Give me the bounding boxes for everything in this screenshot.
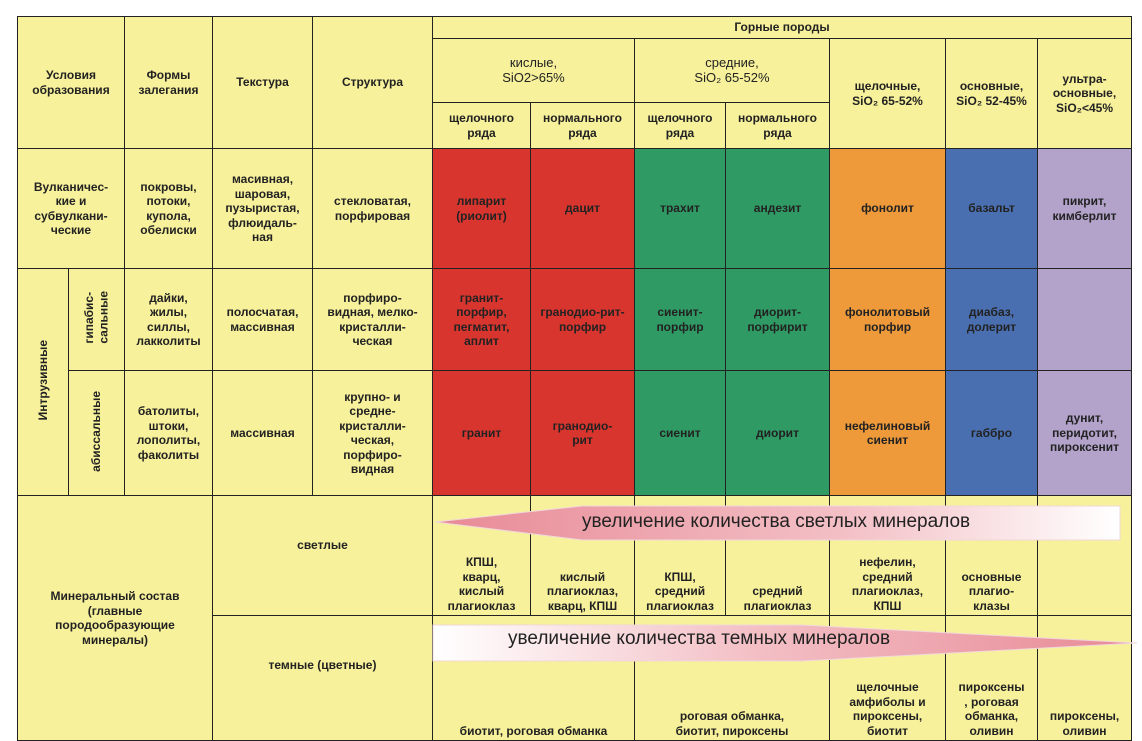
hypabyssal-structure: порфиро- видная, мелко- кристалли- ческа…	[312, 268, 433, 371]
light-minerals-label: светлые	[212, 495, 433, 616]
rock-nepheline-syenite: нефелиновый сиенит	[829, 370, 946, 496]
rock-diorite: диорит	[725, 370, 830, 496]
light-arrow-text: увеличение количества светлых минералов	[582, 511, 971, 532]
dark-minerals-ultrabasic: пироксены, оливин	[1037, 615, 1132, 741]
hypabyssal-texture: полосчатая, массивная	[212, 268, 313, 371]
dark-arrow-shape	[432, 624, 1138, 662]
rock-granite-porphyry: гранит- порфир, пегматит, аплит	[432, 268, 531, 371]
mineral-composition-label: Минеральный состав (главные породообразу…	[17, 495, 213, 741]
hypabyssal-cell: гипабис- сальные	[68, 268, 125, 371]
rock-granite: гранит	[432, 370, 531, 496]
rock-trachyte: трахит	[634, 148, 726, 269]
rock-phonolite-porphyry: фонолитовый порфир	[829, 268, 946, 371]
header-conditions: Условия образования	[17, 16, 125, 149]
header-intermediate: средние, SiO₂ 65-52%	[634, 38, 830, 103]
dark-minerals-arrow	[432, 624, 1138, 662]
volcanic-forms: покровы, потоки, купола, обелиски	[124, 148, 213, 269]
rock-classification-table-wrapper: Условия образования Формы залегания Текс…	[17, 16, 1132, 741]
rock-basalt: базальт	[945, 148, 1038, 269]
dark-minerals-label: темные (цветные)	[212, 615, 433, 741]
header-sub-intermediate-alkaline: щелочного ряда	[634, 102, 726, 149]
abyssal-texture: массивная	[212, 370, 313, 496]
rock-gabbro: габбро	[945, 370, 1038, 496]
abyssal-cell: абиссальные	[68, 370, 125, 496]
rock-phonolite: фонолит	[829, 148, 946, 269]
header-sub-intermediate-normal: нормального ряда	[725, 102, 830, 149]
header-basic: основные, SiO₂ 52-45%	[945, 38, 1038, 149]
header-alkaline: щелочные, SiO₂ 65-52%	[829, 38, 946, 149]
rock-empty-ultrabasic	[1037, 268, 1132, 371]
rock-andesite: андезит	[725, 148, 830, 269]
header-ultrabasic: ультра- основные, SiO₂<45%	[1037, 38, 1132, 149]
abyssal-forms: батолиты, штоки, лополиты, факолиты	[124, 370, 213, 496]
rock-syenite-porphyry: сиенит- порфир	[634, 268, 726, 371]
rock-diabase: диабаз, долерит	[945, 268, 1038, 371]
header-acid: кислые, SiO2>65%	[432, 38, 635, 103]
light-arrow-shape	[434, 505, 1121, 541]
rock-diorite-porphyrite: диорит- порфирит	[725, 268, 830, 371]
header-forms: Формы залегания	[124, 16, 213, 149]
rock-dunite: дунит, перидотит, пироксенит	[1037, 370, 1132, 496]
abyssal-structure: крупно- и средне- кристалли- ческая, пор…	[312, 370, 433, 496]
header-texture: Текстура	[212, 16, 313, 149]
rock-granodiorite-porphyry: гранодио-рит- порфир	[530, 268, 635, 371]
intrusive-label-cell: Интрузивные	[17, 268, 69, 496]
hypabyssal-label: гипабис- сальные	[82, 291, 111, 345]
rock-dacite: дацит	[530, 148, 635, 269]
dark-arrow-text: увеличение количества темных минералов	[508, 628, 891, 649]
volcanic-texture: масивная, шаровая, пузыристая, флюидаль-…	[212, 148, 313, 269]
header-rocks: Горные породы	[432, 16, 1132, 39]
rock-liparite: липарит (риолит)	[432, 148, 531, 269]
rock-classification-table: Условия образования Формы залегания Текс…	[17, 16, 1132, 741]
light-minerals-arrow	[434, 505, 1121, 541]
rock-granodiorite: гранодио- рит	[530, 370, 635, 496]
volcanic-condition: Вулканичес- кие и субвулкани- ческие	[17, 148, 125, 269]
header-structure: Структура	[312, 16, 433, 149]
rock-syenite: сиенит	[634, 370, 726, 496]
volcanic-structure: стекловатая, порфировая	[312, 148, 433, 269]
header-sub-acid-alkaline: щелочного ряда	[432, 102, 531, 149]
hypabyssal-forms: дайки, жилы, силлы, лакколиты	[124, 268, 213, 371]
abyssal-label: абиссальные	[89, 390, 104, 472]
intrusive-label: Интрузивные	[35, 340, 50, 421]
rock-picrite: пикрит, кимберлит	[1037, 148, 1132, 269]
header-sub-acid-normal: нормального ряда	[530, 102, 635, 149]
